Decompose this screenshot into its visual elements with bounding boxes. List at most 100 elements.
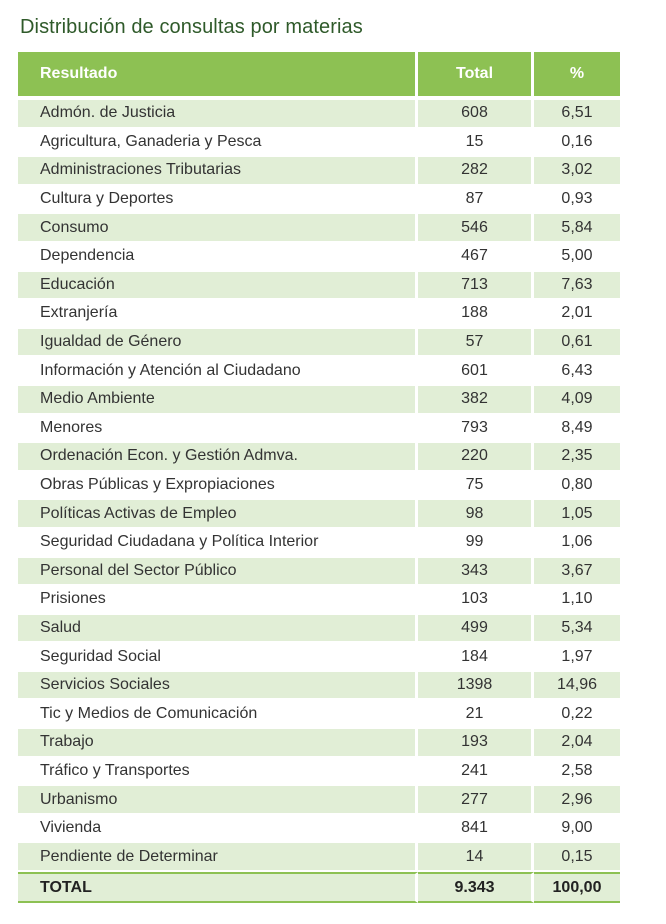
cell-materia: Igualdad de Género xyxy=(18,328,418,358)
table-row: Agricultura, Ganaderia y Pesca 15 0,16 xyxy=(18,128,620,158)
cell-materia: Tráfico y Transportes xyxy=(18,757,418,787)
cell-total: 98 xyxy=(418,500,534,529)
table-row: Cultura y Deportes 87 0,93 xyxy=(18,185,620,215)
table-row: Obras Públicas y Expropiaciones 75 0,80 xyxy=(18,471,620,501)
table-row: Trabajo 193 2,04 xyxy=(18,729,620,758)
table-row: Salud 499 5,34 xyxy=(18,614,620,644)
cell-total: 467 xyxy=(418,242,534,272)
cell-total: 1398 xyxy=(418,671,534,701)
cell-percent: 0,80 xyxy=(534,471,620,501)
cell-percent: 3,02 xyxy=(534,157,620,186)
cell-materia: Seguridad Ciudadana y Política Interior xyxy=(18,528,418,558)
cell-materia: Seguridad Social xyxy=(18,643,418,672)
cell-total: 546 xyxy=(418,214,534,243)
table-body: Admón. de Justicia 608 6,51 Agricultura, Ga… xyxy=(18,100,620,873)
table-row: Tic y Medios de Comunicación 21 0,22 xyxy=(18,700,620,730)
cell-percent: 7,63 xyxy=(534,271,620,301)
cell-percent: 0,93 xyxy=(534,185,620,215)
cell-materia: Prisiones xyxy=(18,586,418,615)
cell-materia: Agricultura, Ganaderia y Pesca xyxy=(18,128,418,158)
table-row: Extranjería 188 2,01 xyxy=(18,300,620,329)
cell-percent: 1,10 xyxy=(534,586,620,615)
cell-total: 21 xyxy=(418,700,534,730)
cell-total: 713 xyxy=(418,271,534,301)
cell-materia: Menores xyxy=(18,414,418,444)
table-row: Admón. de Justicia 608 6,51 xyxy=(18,100,620,129)
total-count: 9.343 xyxy=(418,872,534,904)
cell-total: 499 xyxy=(418,614,534,644)
table-row: Administraciones Tributarias 282 3,02 xyxy=(18,157,620,186)
cell-percent: 1,06 xyxy=(534,528,620,558)
cell-materia: Dependencia xyxy=(18,242,418,272)
cell-total: 382 xyxy=(418,385,534,415)
cell-total: 241 xyxy=(418,757,534,787)
cell-total: 608 xyxy=(418,100,534,129)
cell-materia: Medio Ambiente xyxy=(18,385,418,415)
cell-percent: 0,22 xyxy=(534,700,620,730)
table-row: Personal del Sector Público 343 3,67 xyxy=(18,557,620,587)
table-row: Información y Atención al Ciudadano 601 6,… xyxy=(18,357,620,386)
table-row: Consumo 546 5,84 xyxy=(18,214,620,243)
cell-total: 193 xyxy=(418,729,534,758)
cell-total: 57 xyxy=(418,328,534,358)
consultas-table: Resultado Total % Admón. de Justicia 608 6… xyxy=(18,52,620,904)
cell-materia: Educación xyxy=(18,271,418,301)
cell-percent: 0,61 xyxy=(534,328,620,358)
cell-total: 841 xyxy=(418,814,534,844)
cell-percent: 14,96 xyxy=(534,671,620,701)
table-row: Tráfico y Transportes 241 2,58 xyxy=(18,757,620,787)
cell-percent: 1,97 xyxy=(534,643,620,672)
total-label: TOTAL xyxy=(18,872,418,904)
cell-percent: 0,16 xyxy=(534,128,620,158)
cell-materia: Admón. de Justicia xyxy=(18,100,418,129)
cell-percent: 5,34 xyxy=(534,614,620,644)
cell-materia: Servicios Sociales xyxy=(18,671,418,701)
cell-materia: Tic y Medios de Comunicación xyxy=(18,700,418,730)
table-row: Servicios Sociales 1398 14,96 xyxy=(18,671,620,701)
cell-total: 793 xyxy=(418,414,534,444)
cell-total: 343 xyxy=(418,557,534,587)
cell-percent: 4,09 xyxy=(534,385,620,415)
cell-materia: Información y Atención al Ciudadano xyxy=(18,357,418,386)
cell-materia: Políticas Activas de Empleo xyxy=(18,500,418,529)
cell-materia: Ordenación Econ. y Gestión Admva. xyxy=(18,443,418,472)
cell-total: 15 xyxy=(418,128,534,158)
cell-percent: 5,84 xyxy=(534,214,620,243)
table-row: Pendiente de Determinar 14 0,15 xyxy=(18,843,620,873)
cell-percent: 0,15 xyxy=(534,843,620,873)
cell-materia: Trabajo xyxy=(18,729,418,758)
cell-total: 184 xyxy=(418,643,534,672)
table-total-row: TOTAL 9.343 100,00 xyxy=(18,872,620,904)
cell-materia: Pendiente de Determinar xyxy=(18,843,418,873)
table-header-row: Resultado Total % xyxy=(18,52,620,100)
cell-materia: Consumo xyxy=(18,214,418,243)
cell-materia: Salud xyxy=(18,614,418,644)
cell-total: 188 xyxy=(418,300,534,329)
table-row: Educación 713 7,63 xyxy=(18,271,620,301)
table-row: Menores 793 8,49 xyxy=(18,414,620,444)
cell-percent: 2,58 xyxy=(534,757,620,787)
header-percent: % xyxy=(534,52,620,100)
cell-materia: Extranjería xyxy=(18,300,418,329)
table-row: Ordenación Econ. y Gestión Admva. 220 2,35 xyxy=(18,443,620,472)
table-row: Medio Ambiente 382 4,09 xyxy=(18,385,620,415)
cell-materia: Administraciones Tributarias xyxy=(18,157,418,186)
table-row: Dependencia 467 5,00 xyxy=(18,242,620,272)
cell-materia: Vivienda xyxy=(18,814,418,844)
page-title: Distribución de consultas por materias xyxy=(20,16,363,38)
cell-materia: Urbanismo xyxy=(18,786,418,815)
cell-total: 601 xyxy=(418,357,534,386)
cell-percent: 9,00 xyxy=(534,814,620,844)
cell-materia: Cultura y Deportes xyxy=(18,185,418,215)
cell-total: 14 xyxy=(418,843,534,873)
table-row: Urbanismo 277 2,96 xyxy=(18,786,620,815)
total-percent: 100,00 xyxy=(534,872,620,904)
table-row: Igualdad de Género 57 0,61 xyxy=(18,328,620,358)
table-row: Seguridad Social 184 1,97 xyxy=(18,643,620,672)
table-row: Políticas Activas de Empleo 98 1,05 xyxy=(18,500,620,529)
cell-materia: Personal del Sector Público xyxy=(18,557,418,587)
table-row: Prisiones 103 1,10 xyxy=(18,586,620,615)
cell-percent: 2,04 xyxy=(534,729,620,758)
cell-percent: 3,67 xyxy=(534,557,620,587)
